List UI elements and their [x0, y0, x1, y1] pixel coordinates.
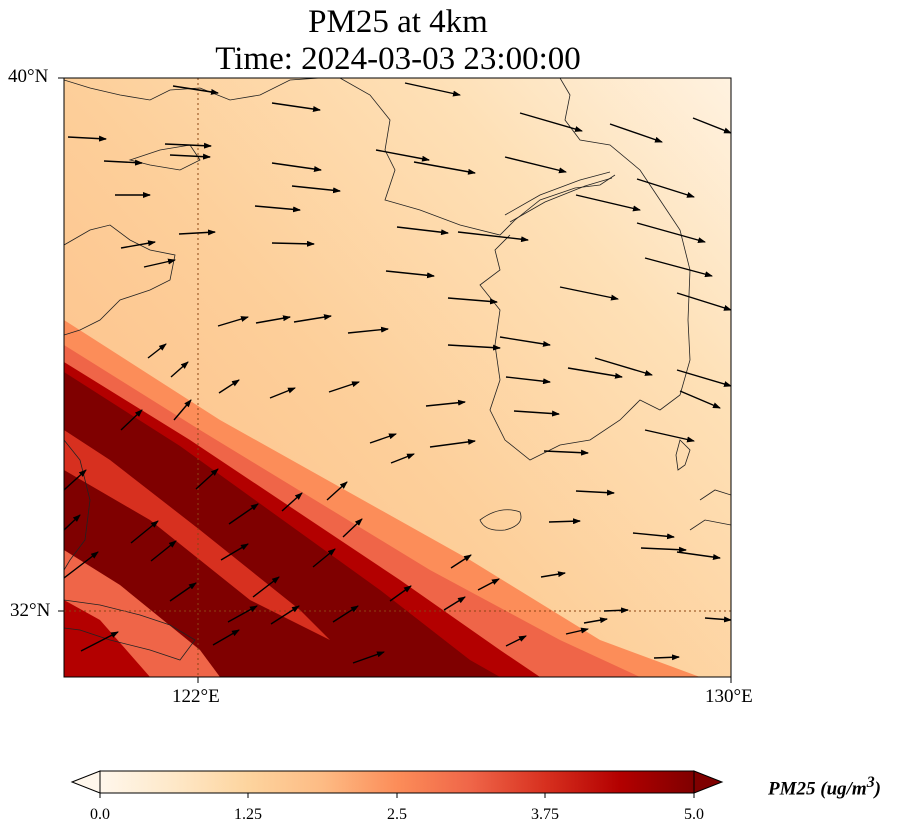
map-title-line2: Time: 2024-03-03 23:00:00	[215, 41, 581, 77]
coastlines	[64, 78, 731, 661]
pm25-field	[64, 78, 731, 677]
lat-label-32N: 32°N	[10, 600, 51, 621]
colorbar-label: PM25 (ug/m3)	[768, 774, 881, 800]
colorbar-extend-high	[693, 770, 724, 794]
colorbar-label-superscript: 3	[866, 774, 875, 791]
lon-label-130E: 130°E	[705, 686, 753, 707]
lat-label-40N: 40°N	[8, 66, 49, 87]
colorbar-tick-label: 1.25	[234, 806, 262, 823]
colorbar-label-text: PM25 (ug/m	[768, 778, 867, 800]
wind-vectors	[64, 82, 731, 664]
colorbar-label-end: )	[874, 778, 881, 800]
colorbar-tick-label: 3.75	[531, 806, 559, 823]
colorbar-extend-low	[70, 770, 101, 794]
lon-label-122E: 122°E	[172, 686, 220, 707]
colorbar-tick-label: 0.0	[90, 806, 110, 823]
axis-ticks	[58, 77, 732, 683]
map-title-line1: PM25 at 4km	[308, 4, 488, 40]
colorbar-tick-label: 5.0	[684, 806, 704, 823]
colorbar-tick-label: 2.5	[387, 806, 407, 823]
map-frame	[63, 77, 732, 678]
colorbar-ramp	[99, 770, 695, 794]
colorbar	[70, 770, 724, 798]
